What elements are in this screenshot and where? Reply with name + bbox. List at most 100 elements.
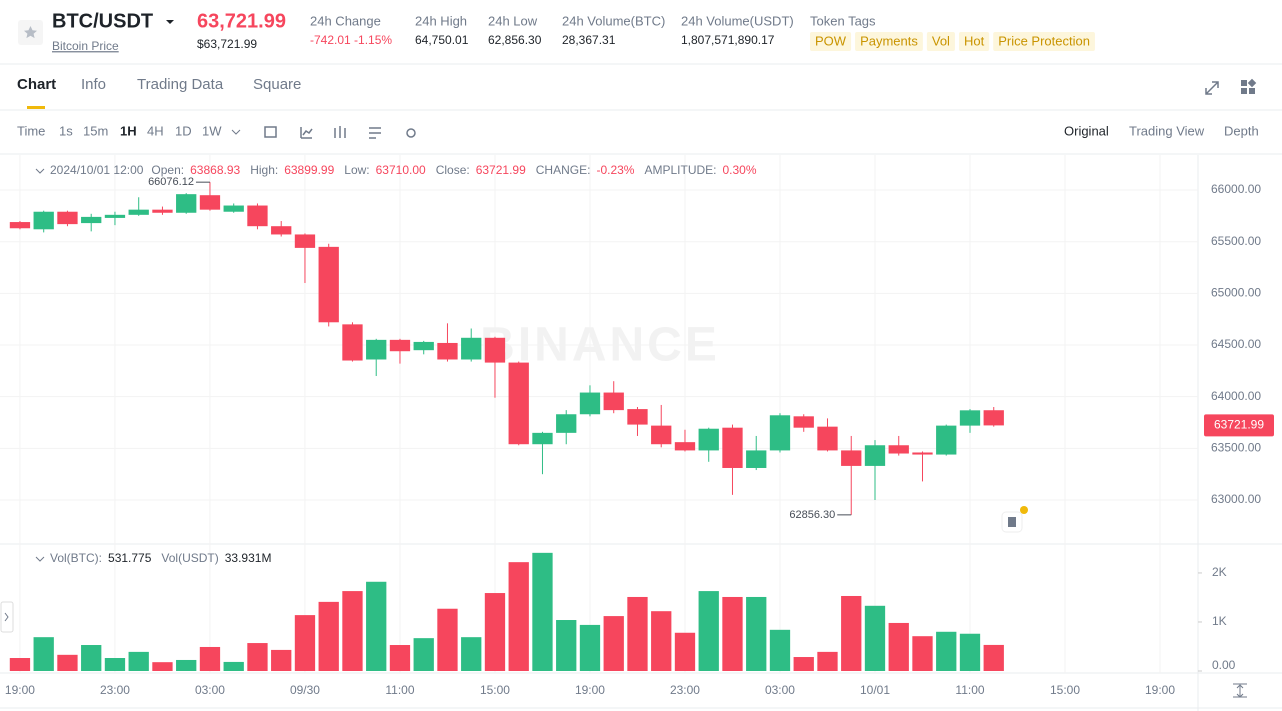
scale-icon[interactable] (1233, 683, 1247, 698)
legend-caret[interactable] (35, 168, 45, 174)
volume-bar (983, 644, 1004, 671)
volume-bar (128, 651, 149, 671)
y-tick-label: 63500.00 (1211, 441, 1261, 455)
x-tick-label: 09/30 (290, 683, 320, 697)
volume-bar (271, 649, 292, 671)
interval[interactable]: 4H (147, 123, 164, 138)
x-tick-label: 23:00 (100, 683, 130, 697)
candle-body (841, 450, 862, 466)
interval[interactable]: Time (17, 123, 45, 138)
tab[interactable]: Info (81, 76, 106, 93)
volume-bar (33, 637, 54, 671)
candle-body (294, 234, 316, 248)
volume-bar (817, 651, 838, 671)
view-option[interactable]: Original (1064, 123, 1109, 138)
interval[interactable]: 15m (83, 123, 108, 138)
candle-body (389, 339, 411, 352)
symbol[interactable]: BTC/USDT (52, 10, 153, 32)
toolbar-icons[interactable] (264, 126, 416, 139)
candle-body (746, 450, 767, 468)
x-tick-label: 15:00 (480, 683, 510, 697)
tab[interactable]: Trading Data (137, 76, 224, 93)
last-price: 63,721.99 (197, 10, 286, 32)
candle-body (651, 425, 672, 445)
volume-bar (413, 638, 434, 671)
stat-label: 24h Volume(USDT) (681, 13, 794, 28)
candle-body (556, 414, 577, 433)
y-tick-label: 64000.00 (1211, 389, 1261, 403)
volume-bar (746, 596, 767, 671)
interval[interactable]: 1D (175, 123, 192, 138)
volume-bar (247, 643, 268, 671)
volume-bar (793, 657, 814, 671)
legend-value: 33.931M (225, 551, 272, 565)
candle-body (484, 337, 506, 363)
side-panel-toggle[interactable] (0, 601, 14, 633)
volume-bar (698, 591, 719, 671)
legend-label: Vol(BTC): (50, 551, 102, 565)
candle-body (579, 392, 601, 415)
volume-bar (176, 659, 197, 671)
volume-bar (651, 611, 672, 671)
volume-bar (603, 616, 624, 671)
tab[interactable]: Square (253, 76, 301, 93)
volume-bar (484, 593, 506, 671)
candle-body (959, 410, 981, 426)
tag-text: Hot (964, 33, 985, 48)
tag[interactable] (926, 32, 955, 51)
stat-label: 24h Volume(BTC) (562, 13, 665, 28)
volume-tick-label: 1K (1212, 614, 1227, 628)
interval[interactable]: 1H (120, 123, 137, 138)
view-option[interactable]: Depth (1224, 123, 1259, 138)
widget-icon (1008, 517, 1016, 527)
x-tick-label: 19:00 (575, 683, 605, 697)
legend-value: 0.30% (723, 163, 757, 177)
legend-value: 63721.99 (476, 163, 526, 177)
x-tick-label: 23:00 (670, 683, 700, 697)
tag-text: Vol (932, 33, 950, 48)
candle-body (199, 195, 221, 210)
volume-bar (57, 654, 78, 671)
volume-tick-label: 0.00 (1212, 658, 1236, 672)
candle-body (152, 209, 173, 213)
tag[interactable] (855, 32, 923, 51)
x-tick-label: 03:00 (765, 683, 795, 697)
tag[interactable] (993, 32, 1095, 51)
tab[interactable]: Chart (17, 76, 56, 93)
interval[interactable]: 1W (202, 123, 222, 138)
volume-bar (556, 620, 577, 671)
volume-tick-label: 2K (1212, 565, 1227, 579)
volume-bar (912, 636, 933, 671)
y-tick-label: 64500.00 (1211, 337, 1261, 351)
tag[interactable] (958, 32, 990, 51)
y-tick-label: 65000.00 (1211, 286, 1261, 300)
fullscreen-icon[interactable] (1205, 81, 1219, 95)
view-option[interactable]: Trading View (1129, 123, 1205, 138)
interval-caret[interactable] (231, 129, 241, 135)
x-tick-label: 11:00 (385, 683, 414, 697)
tag-text: Price Protection (998, 33, 1090, 48)
legend-value: 531.775 (108, 551, 152, 565)
volume-bar (81, 645, 102, 671)
tag[interactable] (810, 32, 852, 51)
volume-bar (888, 622, 909, 671)
last-price-usd: $63,721.99 (197, 37, 257, 51)
candle-body (769, 415, 791, 451)
candle-body (912, 452, 933, 455)
candle-body (674, 442, 696, 451)
interval[interactable]: 1s (59, 123, 73, 138)
star-icon (23, 26, 37, 39)
legend-label: Low: (344, 163, 369, 177)
candle-body (223, 205, 244, 212)
volume-bar (674, 632, 696, 671)
candle-body (698, 428, 719, 451)
symbol-caret[interactable] (166, 20, 174, 24)
volume-bar (199, 646, 221, 671)
symbol-subtitle[interactable]: Bitcoin Price (52, 39, 119, 53)
legend-caret[interactable] (35, 556, 45, 562)
volume-bar (627, 596, 648, 671)
candle-body (81, 216, 102, 224)
candle-body (722, 427, 743, 468)
candle-body (247, 205, 268, 227)
